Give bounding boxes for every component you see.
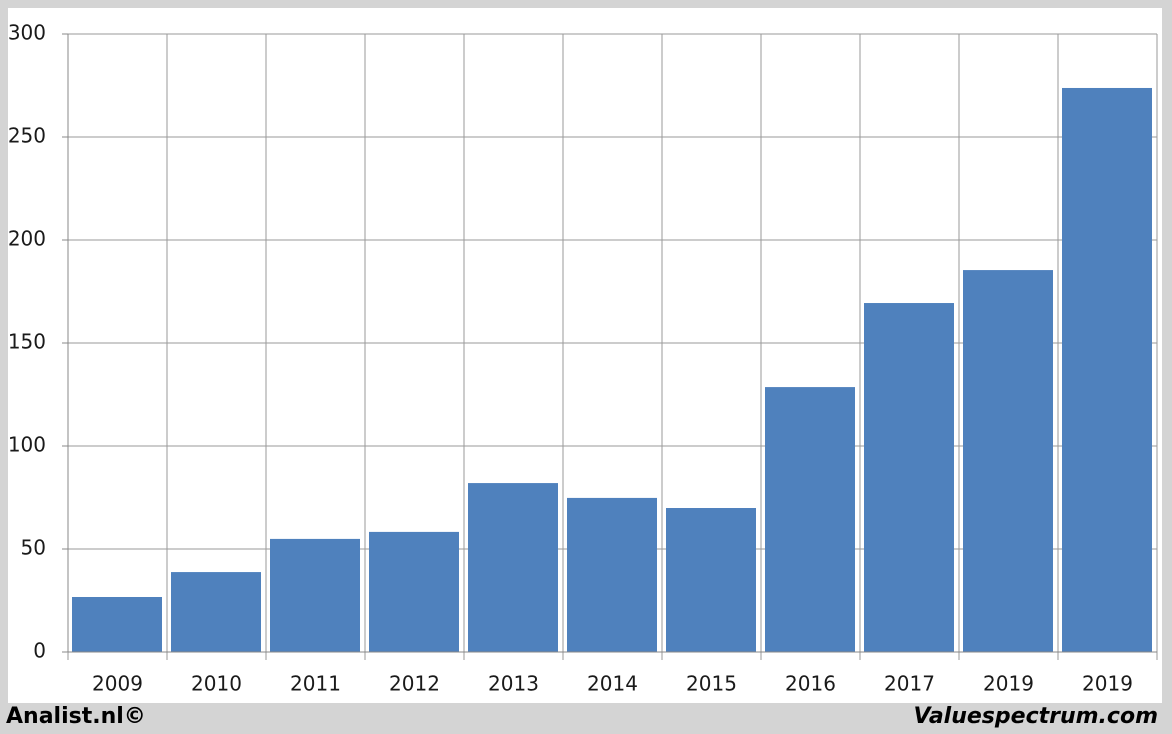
bar bbox=[963, 270, 1053, 652]
y-tick-label: 0 bbox=[33, 639, 46, 663]
bar bbox=[270, 538, 360, 652]
footer-left: Analist.nl© bbox=[6, 704, 146, 729]
y-tick-label: 50 bbox=[21, 536, 46, 560]
y-tick-label: 200 bbox=[8, 227, 46, 251]
bar bbox=[1062, 87, 1152, 653]
x-tick-label: 2013 bbox=[488, 672, 539, 696]
x-tick-label: 2016 bbox=[785, 672, 836, 696]
x-tick-label: 2010 bbox=[191, 672, 242, 696]
x-tick-label: 2014 bbox=[587, 672, 638, 696]
x-tick-label: 2011 bbox=[290, 672, 341, 696]
bar bbox=[468, 483, 558, 652]
x-tick-label: 2009 bbox=[92, 672, 143, 696]
x-tick-label: 2019 bbox=[983, 672, 1034, 696]
bar bbox=[567, 497, 657, 652]
bar bbox=[369, 531, 459, 652]
y-tick-label: 100 bbox=[8, 433, 46, 457]
bar bbox=[765, 387, 855, 652]
bar bbox=[171, 572, 261, 652]
bar bbox=[666, 508, 756, 652]
y-tick-label: 300 bbox=[8, 21, 46, 45]
footer-right: Valuespectrum.com bbox=[914, 704, 1158, 729]
x-tick-label: 2019 bbox=[1082, 672, 1133, 696]
y-tick-label: 150 bbox=[8, 330, 46, 354]
y-tick-label: 250 bbox=[8, 124, 46, 148]
bar bbox=[864, 303, 954, 652]
x-tick-label: 2015 bbox=[686, 672, 737, 696]
bar bbox=[72, 596, 162, 652]
x-tick-label: 2012 bbox=[389, 672, 440, 696]
x-tick-label: 2017 bbox=[884, 672, 935, 696]
